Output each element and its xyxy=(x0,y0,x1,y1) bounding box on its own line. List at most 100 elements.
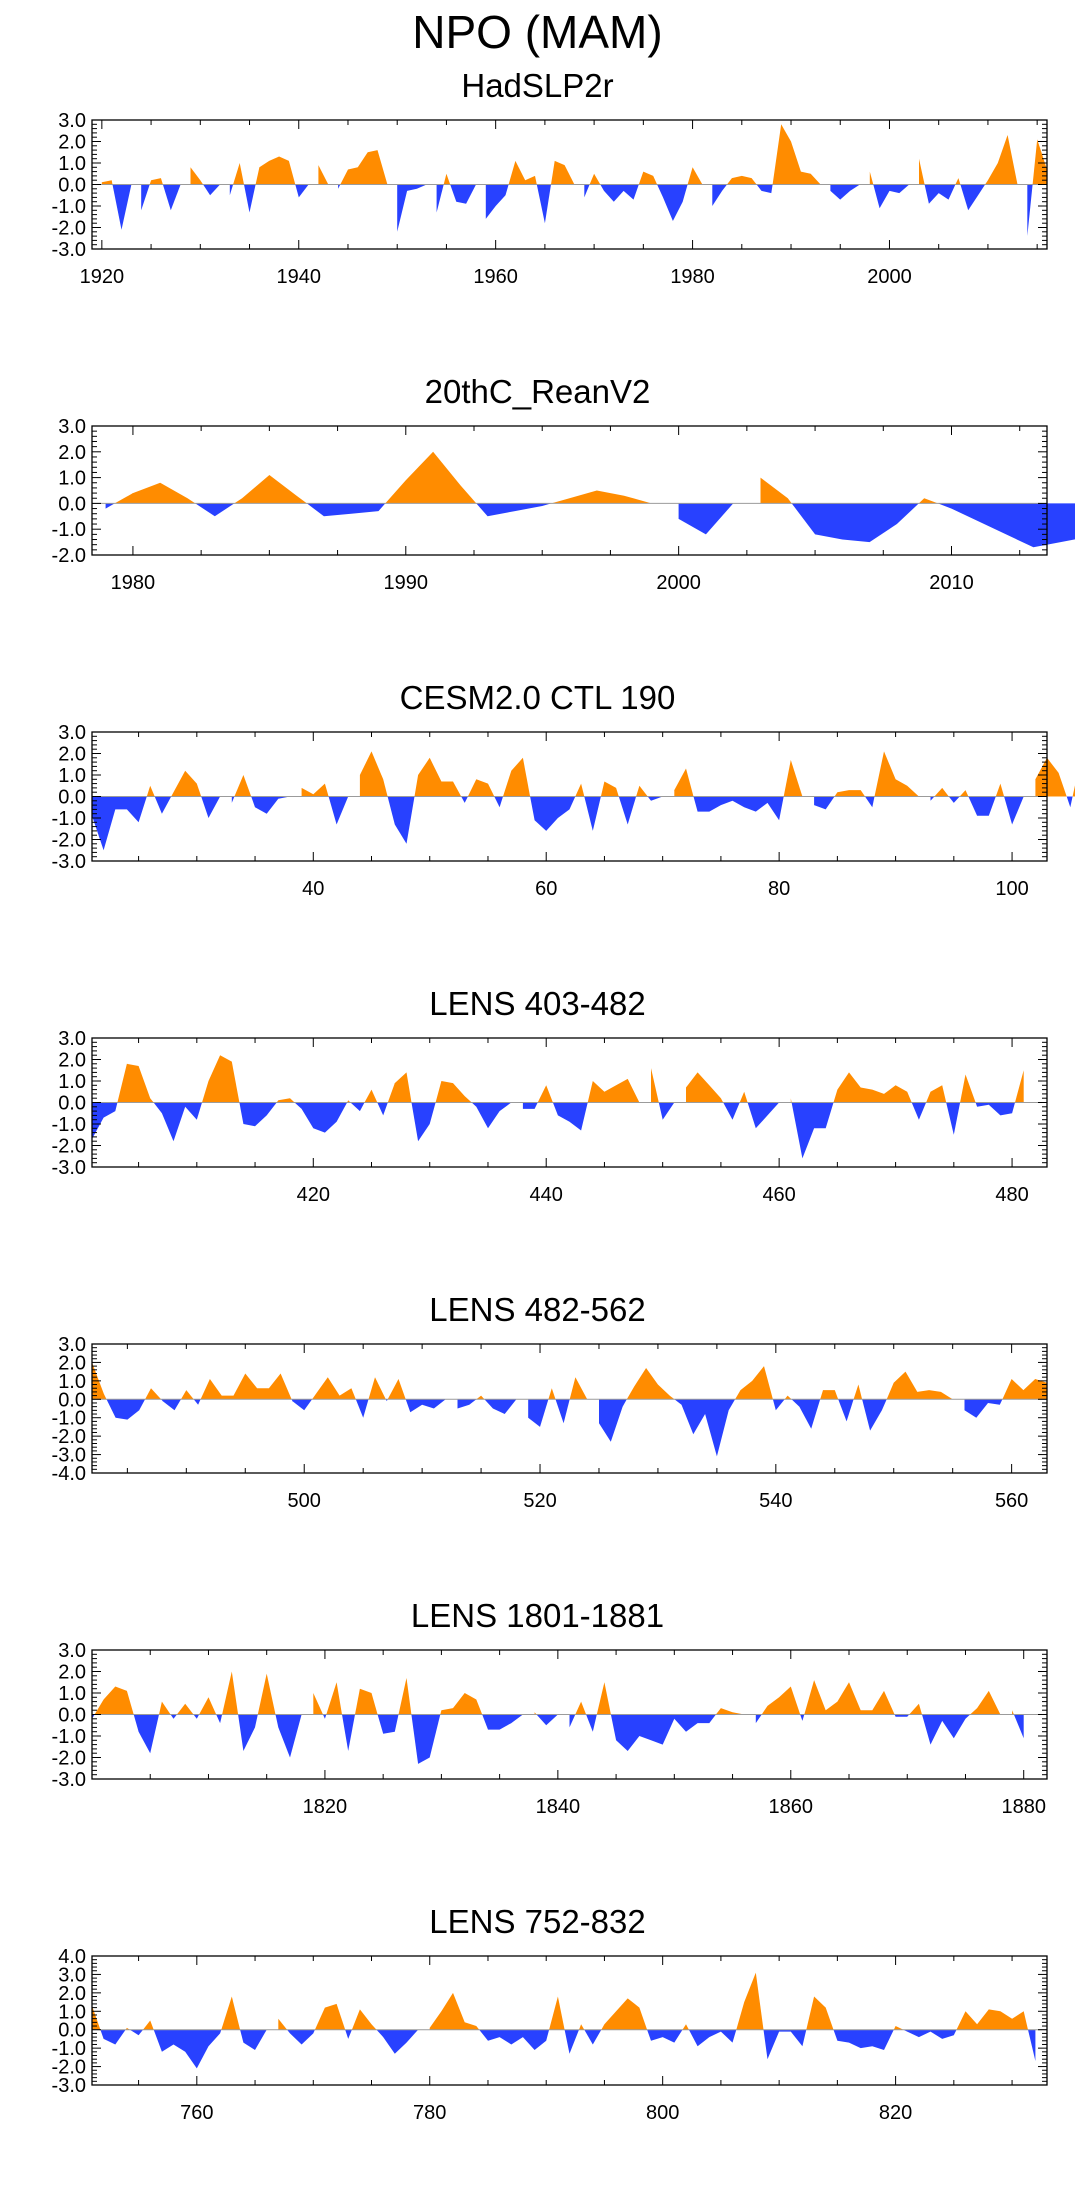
y-tick-label: 0.0 xyxy=(58,787,86,809)
y-tick-label: 2.0 xyxy=(58,1050,86,1072)
positive-anomaly-area xyxy=(347,1100,351,1103)
y-tick-label: 1.0 xyxy=(58,765,86,787)
positive-anomaly-area xyxy=(893,2026,904,2030)
chart-panel-7: LENS 752-832 4.0 3.0 2.0 1.0 0.0 -1.0 -2.0 -3.0 7… xyxy=(0,1902,1075,2207)
positive-anomaly-area xyxy=(301,783,329,797)
negative-anomaly-area xyxy=(862,1399,887,1431)
y-tick-label: -3.0 xyxy=(52,851,86,873)
y-tick-label: -2.0 xyxy=(52,2057,86,2079)
negative-anomaly-area xyxy=(968,796,996,816)
chart-plot: 3.0 2.0 1.0 0.0 -1.0 -2.0 1980 1990 2000 2010 xyxy=(52,416,1075,594)
positive-anomaly-area xyxy=(715,1708,745,1715)
positive-anomaly-area xyxy=(233,163,244,185)
negative-anomaly-area xyxy=(295,184,309,198)
negative-anomaly-area xyxy=(555,1399,570,1424)
positive-anomaly-area xyxy=(682,2024,689,2030)
positive-anomaly-area xyxy=(589,173,601,185)
x-tick-label: 760 xyxy=(180,2102,213,2124)
negative-anomaly-area xyxy=(376,2029,419,2054)
positive-anomaly-area xyxy=(784,1395,792,1400)
negative-anomaly-area xyxy=(287,2029,315,2045)
positive-anomaly-area xyxy=(674,768,694,797)
chart-panel-5: LENS 482-562 3.0 2.0 1.0 0.0 -1.0 -2.0 -3.0 -4.0… xyxy=(0,1290,1075,1595)
negative-anomaly-area xyxy=(674,1399,736,1457)
negative-anomaly-area xyxy=(92,796,147,851)
negative-anomaly-area xyxy=(584,796,601,831)
positive-anomaly-area xyxy=(368,1377,386,1400)
negative-anomaly-area xyxy=(162,184,181,211)
chart-panel-4: LENS 403-482 3.0 2.0 1.0 0.0 -1.0 -2.0 -3.0 420 4… xyxy=(0,984,1075,1289)
negative-anomaly-area xyxy=(105,503,115,509)
x-tick-label: 40 xyxy=(302,878,324,900)
y-tick-label: -3.0 xyxy=(52,239,86,261)
negative-anomaly-area xyxy=(903,2029,957,2039)
positive-anomaly-area xyxy=(221,1996,241,2030)
y-tick-label: 2.0 xyxy=(58,1352,86,1374)
positive-anomaly-area xyxy=(549,1996,565,2030)
positive-anomaly-area xyxy=(94,1686,134,1715)
negative-anomaly-area xyxy=(240,2029,267,2050)
positive-anomaly-area xyxy=(278,2018,288,2030)
negative-anomaly-area xyxy=(350,1102,365,1112)
positive-anomaly-area xyxy=(364,1089,378,1103)
negative-anomaly-area xyxy=(647,2029,683,2043)
y-tick-label: 2.0 xyxy=(58,1983,86,2005)
positive-anomaly-area xyxy=(1015,1070,1024,1103)
y-tick-label: -2.0 xyxy=(52,545,86,567)
x-tick-label: 2000 xyxy=(656,572,701,594)
negative-anomaly-area xyxy=(911,1102,927,1120)
positive-anomaly-area xyxy=(651,1068,659,1103)
negative-anomaly-area xyxy=(345,2029,352,2039)
y-tick-label: -1.0 xyxy=(52,519,86,541)
positive-anomaly-area xyxy=(869,171,874,185)
negative-anomaly-area xyxy=(800,1714,805,1721)
positive-anomaly-area xyxy=(956,2009,1028,2030)
positive-anomaly-area xyxy=(314,2003,346,2030)
positive-anomaly-area xyxy=(387,1379,406,1400)
plot-frame xyxy=(91,1955,1048,2086)
chart-panel-2: 20thC_ReanV2 3.0 2.0 1.0 0.0 -1.0 -2.0 1980 1990… xyxy=(0,372,1075,677)
negative-anomaly-area xyxy=(411,1714,441,1764)
plot-frame xyxy=(91,425,1048,556)
positive-anomaly-area xyxy=(149,178,163,185)
negative-anomaly-area xyxy=(355,1399,369,1418)
positive-anomaly-area xyxy=(886,1371,953,1400)
negative-anomaly-area xyxy=(494,796,503,808)
negative-anomaly-area xyxy=(873,184,910,209)
y-tick-label: -1.0 xyxy=(52,808,86,830)
positive-anomaly-area xyxy=(171,770,202,797)
negative-anomaly-area xyxy=(450,184,476,204)
positive-anomaly-area xyxy=(387,1072,412,1103)
positive-anomaly-area xyxy=(995,783,1005,797)
positive-anomaly-area xyxy=(985,135,1018,185)
y-tick-label: 3.0 xyxy=(58,416,86,438)
positive-anomaly-area xyxy=(874,751,919,797)
positive-anomaly-area xyxy=(234,775,252,797)
y-tick-label: 4.0 xyxy=(58,1946,86,1968)
positive-anomaly-area xyxy=(820,1390,839,1400)
positive-anomaly-area xyxy=(200,1373,292,1400)
positive-anomaly-area xyxy=(222,1671,239,1715)
negative-anomaly-area xyxy=(377,1714,399,1734)
positive-anomaly-area xyxy=(736,1972,764,2030)
negative-anomaly-area xyxy=(747,1102,780,1129)
y-tick-label: -3.0 xyxy=(52,1157,86,1179)
y-tick-label: 2.0 xyxy=(58,132,86,154)
negative-anomaly-area xyxy=(756,184,773,194)
positive-anomaly-area xyxy=(772,124,821,185)
negative-anomaly-area xyxy=(461,796,468,803)
x-tick-label: 820 xyxy=(879,2102,912,2124)
positive-anomaly-area xyxy=(551,490,652,504)
negative-anomaly-area xyxy=(975,1102,1015,1116)
y-tick-label: 3.0 xyxy=(58,110,86,132)
negative-anomaly-area xyxy=(306,503,386,517)
y-tick-label: -1.0 xyxy=(52,2038,86,2060)
x-tick-label: 480 xyxy=(995,1184,1028,1206)
negative-anomaly-area xyxy=(924,184,956,204)
positive-anomaly-area xyxy=(1032,139,1047,185)
positive-anomaly-area xyxy=(638,171,658,185)
positive-anomaly-area xyxy=(575,783,585,797)
negative-anomaly-area xyxy=(552,1102,588,1131)
negative-anomaly-area xyxy=(791,1102,834,1159)
negative-anomaly-area xyxy=(251,796,290,814)
